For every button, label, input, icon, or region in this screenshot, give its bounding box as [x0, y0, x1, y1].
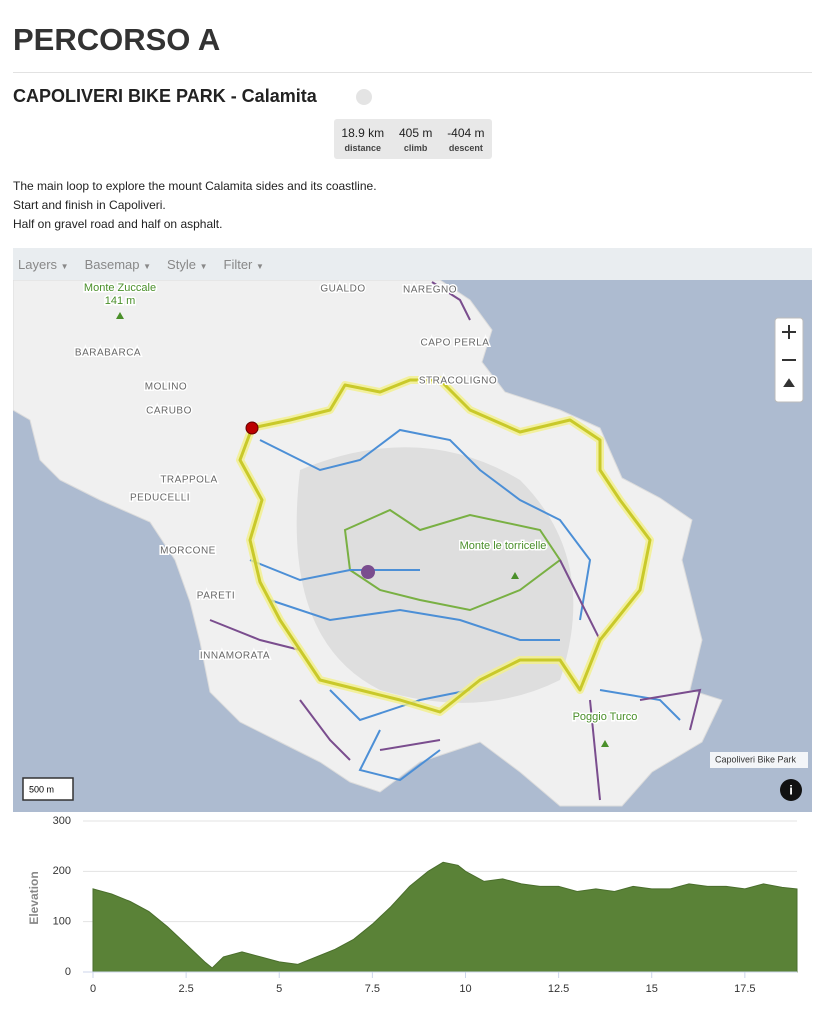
- poi-marker[interactable]: [361, 565, 375, 579]
- divider: [13, 72, 812, 73]
- elevation-area: [92, 861, 798, 973]
- place-label: NAREGNO: [403, 285, 457, 296]
- y-tick-label: 300: [53, 815, 71, 827]
- zoom-control: [774, 317, 804, 403]
- y-tick-label: 0: [65, 966, 71, 978]
- place-label: CARUBO: [146, 406, 192, 417]
- place-label: MORCONE: [160, 546, 216, 557]
- x-tick-label: 7.5: [365, 983, 380, 995]
- status-dot: [356, 89, 372, 105]
- x-tick-label: 12.5: [548, 983, 569, 995]
- toolbar-item[interactable]: Filter ▼: [223, 256, 264, 272]
- x-tick-label: 2.5: [178, 983, 193, 995]
- toolbar-item[interactable]: Style ▼: [167, 256, 208, 272]
- stat-value: -404 m: [447, 125, 485, 140]
- x-tick-label: 15: [646, 983, 658, 995]
- place-label: STRACOLIGNO: [419, 376, 497, 387]
- description-line: The main loop to explore the mount Calam…: [13, 179, 377, 193]
- place-label: TRAPPOLA: [160, 475, 217, 486]
- stat: 405 m climb: [399, 126, 432, 153]
- place-label: CAPO PERLA: [421, 338, 490, 349]
- y-axis-label: Elevation: [27, 871, 41, 924]
- trail-blue: [249, 428, 681, 782]
- start-marker[interactable]: [245, 421, 259, 435]
- stat-label: descent: [448, 142, 483, 153]
- place-label: MOLINO: [145, 382, 187, 393]
- trail-purple: [209, 281, 702, 801]
- trail-green: [343, 508, 562, 612]
- x-tick-label: 5: [276, 983, 282, 995]
- stat-value: 405 m: [398, 125, 433, 140]
- relief: [296, 447, 574, 703]
- stat-value: 18.9 km: [341, 125, 385, 140]
- place-label: Monte Zuccale: [84, 282, 156, 294]
- route-line: [238, 378, 652, 714]
- info-button[interactable]: [780, 779, 802, 801]
- stat: -404 m descent: [447, 126, 484, 153]
- zoom-buttons[interactable]: [782, 325, 796, 387]
- place-label: PEDUCELLI: [130, 493, 190, 504]
- scale-bar: [22, 777, 74, 801]
- toolbar-item[interactable]: Layers ▼: [18, 256, 69, 272]
- toolbar-item[interactable]: Basemap ▼: [84, 256, 152, 272]
- x-tick-label: 10: [459, 983, 471, 995]
- scale-label: 500 m: [29, 784, 54, 794]
- y-tick-label: 200: [53, 865, 71, 877]
- description: The main loop to explore the mount Calam…: [13, 177, 377, 234]
- route-name: CAPOLIVERI BIKE PARK - Calamita: [13, 86, 317, 106]
- stats-box: 18.9 km distance 405 m climb -404 m descent: [334, 119, 492, 159]
- stat: 18.9 km distance: [341, 126, 384, 153]
- place-label: Monte le torricelle: [460, 540, 547, 552]
- attribution-box: [710, 752, 808, 768]
- place-label: INNAMORATA: [200, 651, 270, 662]
- x-tick-label: 0: [90, 983, 96, 995]
- map: 500 m Capoliveri Bike Park i Monte Zucca…: [13, 280, 812, 812]
- x-tick-label: 17.5: [734, 983, 755, 995]
- page-title: PERCORSO A: [13, 22, 221, 57]
- place-label: 141 m: [105, 295, 136, 307]
- description-line: Start and finish in Capoliveri.: [13, 198, 166, 212]
- map-layer: [13, 280, 723, 807]
- place-label: GUALDO: [320, 284, 365, 295]
- place-label: Poggio Turco: [573, 711, 638, 723]
- description-line: Half on gravel road and half on asphalt.: [13, 217, 223, 231]
- stat-label: distance: [344, 142, 382, 153]
- place-label: BARABARCA: [75, 348, 141, 359]
- stat-label: climb: [403, 142, 428, 153]
- attribution: Capoliveri Bike Park: [715, 754, 797, 764]
- place-label: PARETI: [197, 591, 235, 602]
- info-icon: i: [789, 782, 793, 797]
- map-toolbar: Layers ▼ Basemap ▼ Style ▼ Filter ▼: [13, 248, 812, 280]
- elevation-chart: Elevation 0 100 200 300 0 2.5 5 7.5 10 12.5 15 17.5: [27, 815, 798, 995]
- y-tick-label: 100: [53, 916, 71, 928]
